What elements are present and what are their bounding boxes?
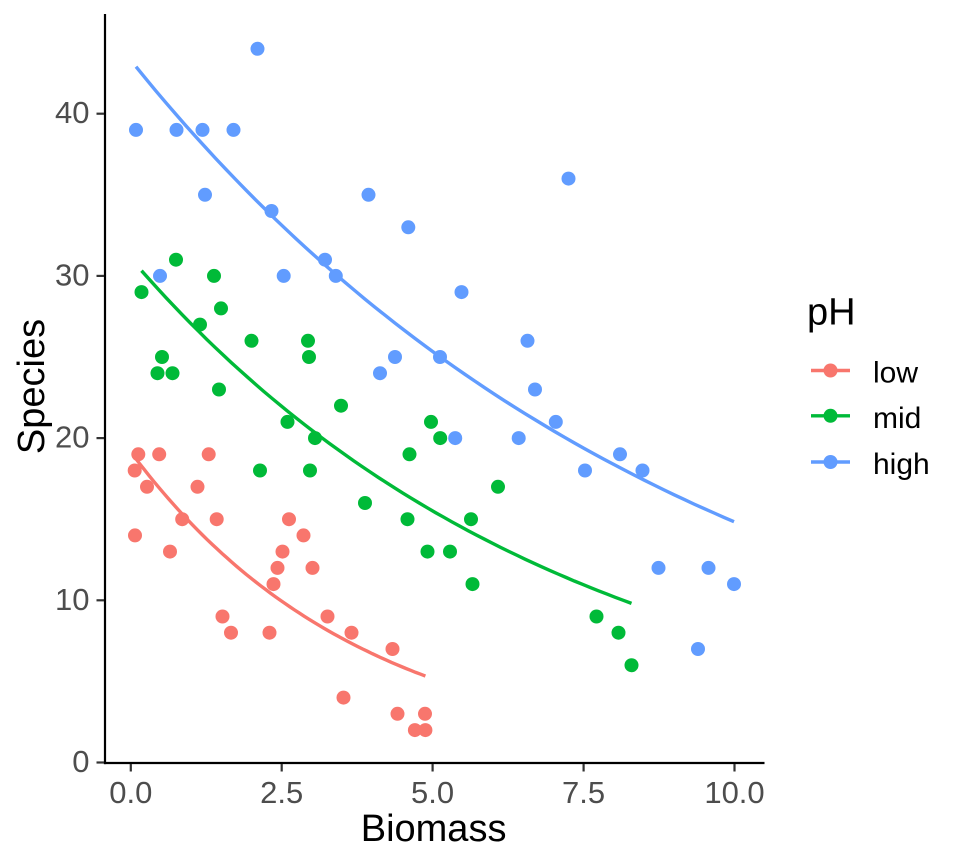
svg-text:Biomass: Biomass [361,808,507,850]
svg-text:2.5: 2.5 [260,775,303,810]
svg-text:20: 20 [55,420,89,455]
svg-text:30: 30 [55,257,89,292]
svg-text:mid: mid [873,402,921,435]
svg-text:low: low [873,357,918,390]
svg-text:high: high [873,448,930,481]
svg-text:Species: Species [11,319,53,454]
svg-text:40: 40 [55,95,89,130]
svg-text:pH: pH [807,292,856,334]
svg-text:10.0: 10.0 [704,775,764,810]
svg-text:0: 0 [72,744,89,779]
svg-text:5.0: 5.0 [411,775,454,810]
svg-text:10: 10 [55,582,89,617]
svg-text:7.5: 7.5 [562,775,605,810]
svg-text:0.0: 0.0 [109,775,152,810]
